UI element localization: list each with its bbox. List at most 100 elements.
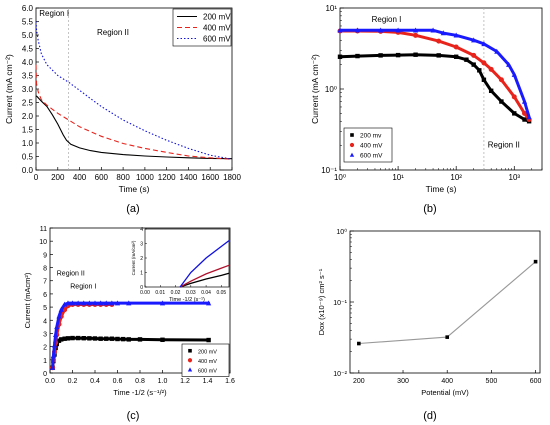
data-point bbox=[511, 71, 517, 77]
x-tick-label: 0.0 bbox=[45, 378, 55, 385]
data-point bbox=[81, 336, 86, 341]
data-point bbox=[522, 117, 527, 122]
panel-label-a: (a) bbox=[126, 203, 139, 215]
data-point bbox=[206, 300, 212, 306]
legend-swatch bbox=[187, 358, 193, 363]
data-point bbox=[160, 337, 165, 342]
chart-a: 0 200 400 600 800 1000 1200 1400 1600 1800 0.0 0.5 1… bbox=[4, 4, 241, 194]
y-tick-label: 5.0 bbox=[22, 31, 34, 40]
data-point bbox=[86, 300, 92, 306]
x-axis-title: Time -1/2 (s⁻¹/²) bbox=[113, 388, 167, 397]
region-annotation: Region II bbox=[97, 28, 129, 37]
legend-swatch bbox=[349, 142, 355, 148]
data-point bbox=[413, 52, 418, 57]
chart-d: 200 300 400 500 600 10⁻² 10⁻¹ 10⁰ Potential (mV)… bbox=[317, 228, 542, 397]
x-tick-label: 1.2 bbox=[180, 378, 190, 385]
inset-x-tick-label: 0.04 bbox=[201, 290, 211, 296]
inset-x-tick-label: 0.01 bbox=[155, 290, 165, 296]
data-point bbox=[87, 336, 92, 341]
data-point bbox=[413, 32, 419, 38]
inset-series-line bbox=[179, 240, 230, 288]
data-point bbox=[471, 62, 476, 67]
y-tick-label: 0.0 bbox=[22, 166, 34, 175]
y-tick-label: 5 bbox=[43, 305, 47, 312]
inset-series-line bbox=[179, 264, 230, 288]
data-point bbox=[499, 99, 504, 104]
x-tick-label: 300 bbox=[397, 378, 409, 385]
data-point bbox=[92, 336, 98, 341]
series-line bbox=[358, 261, 536, 345]
data-point bbox=[464, 57, 469, 62]
data-point bbox=[488, 88, 494, 94]
y-tick-label: 1 bbox=[43, 358, 47, 365]
y-tick-label: 6.0 bbox=[22, 4, 34, 13]
data-point bbox=[75, 335, 81, 341]
x-tick-label: 1800 bbox=[223, 173, 241, 182]
y-tick-label: 5.5 bbox=[22, 18, 34, 27]
legend-label: 400 mV bbox=[203, 24, 231, 33]
legend-label: 400 mV bbox=[360, 143, 383, 150]
data-point bbox=[56, 313, 62, 319]
x-axis-title: Time (s) bbox=[119, 184, 150, 194]
legend-label: 600 mV bbox=[198, 368, 217, 374]
series-line bbox=[35, 21, 233, 160]
data-point bbox=[471, 52, 477, 58]
x-tick-label: 1600 bbox=[201, 173, 219, 182]
data-point bbox=[395, 52, 401, 58]
data-point bbox=[378, 53, 383, 58]
data-point bbox=[481, 41, 487, 47]
data-point bbox=[62, 336, 67, 341]
x-tick-label: 0 bbox=[34, 173, 39, 182]
data-point bbox=[103, 300, 109, 306]
data-point bbox=[477, 68, 482, 73]
data-point bbox=[357, 341, 361, 346]
data-point bbox=[440, 30, 446, 36]
data-point bbox=[126, 337, 131, 342]
legend-label: 600 mV bbox=[360, 153, 383, 160]
plot-frame bbox=[349, 230, 541, 374]
y-axis-title: Current (mA cm⁻²) bbox=[310, 54, 320, 124]
legend-label: 600 mV bbox=[203, 35, 231, 44]
data-point bbox=[65, 336, 71, 341]
inset-y-tick-label: 0 bbox=[140, 285, 143, 291]
data-point bbox=[354, 27, 361, 33]
data-point bbox=[56, 338, 62, 343]
x-tick-label: 1.4 bbox=[203, 378, 213, 385]
data-point bbox=[355, 53, 360, 59]
x-tick-label: 1.6 bbox=[225, 378, 235, 385]
data-point bbox=[206, 337, 211, 343]
inset-y-axis-title: Current (mA/cm²) bbox=[131, 240, 136, 275]
data-point bbox=[395, 27, 401, 33]
region-annotation: Region I bbox=[39, 9, 69, 18]
data-point bbox=[453, 54, 459, 59]
data-point bbox=[511, 94, 517, 100]
y-tick-label: 1.5 bbox=[22, 126, 34, 135]
inset-y-tick-label: 2 bbox=[140, 256, 143, 262]
legend-swatch bbox=[188, 348, 192, 353]
data-point bbox=[378, 27, 384, 33]
region-annotation: Region II bbox=[488, 140, 520, 149]
data-point bbox=[115, 336, 120, 342]
legend-label: 400 mV bbox=[198, 359, 217, 365]
data-point bbox=[488, 66, 494, 72]
panel-label-b: (b) bbox=[423, 203, 436, 215]
data-point bbox=[506, 61, 512, 67]
x-axis-title: Time (s) bbox=[426, 184, 457, 194]
y-tick-label: 10⁻¹ bbox=[321, 166, 337, 175]
x-tick-label: 400 bbox=[73, 173, 87, 182]
data-point bbox=[109, 300, 115, 306]
y-tick-label: 0 bbox=[43, 371, 47, 378]
data-point bbox=[445, 335, 450, 339]
x-tick-label: 400 bbox=[441, 378, 453, 385]
data-point bbox=[522, 110, 528, 116]
y-tick-label: 11 bbox=[40, 226, 47, 233]
series-line bbox=[35, 95, 233, 160]
series-line bbox=[338, 53, 531, 123]
data-point bbox=[471, 37, 477, 43]
data-point bbox=[98, 336, 103, 341]
y-tick-label: 9 bbox=[43, 252, 47, 259]
x-tick-label: 10³ bbox=[509, 173, 521, 182]
data-point bbox=[51, 342, 58, 348]
x-tick-label: 1000 bbox=[136, 173, 154, 182]
